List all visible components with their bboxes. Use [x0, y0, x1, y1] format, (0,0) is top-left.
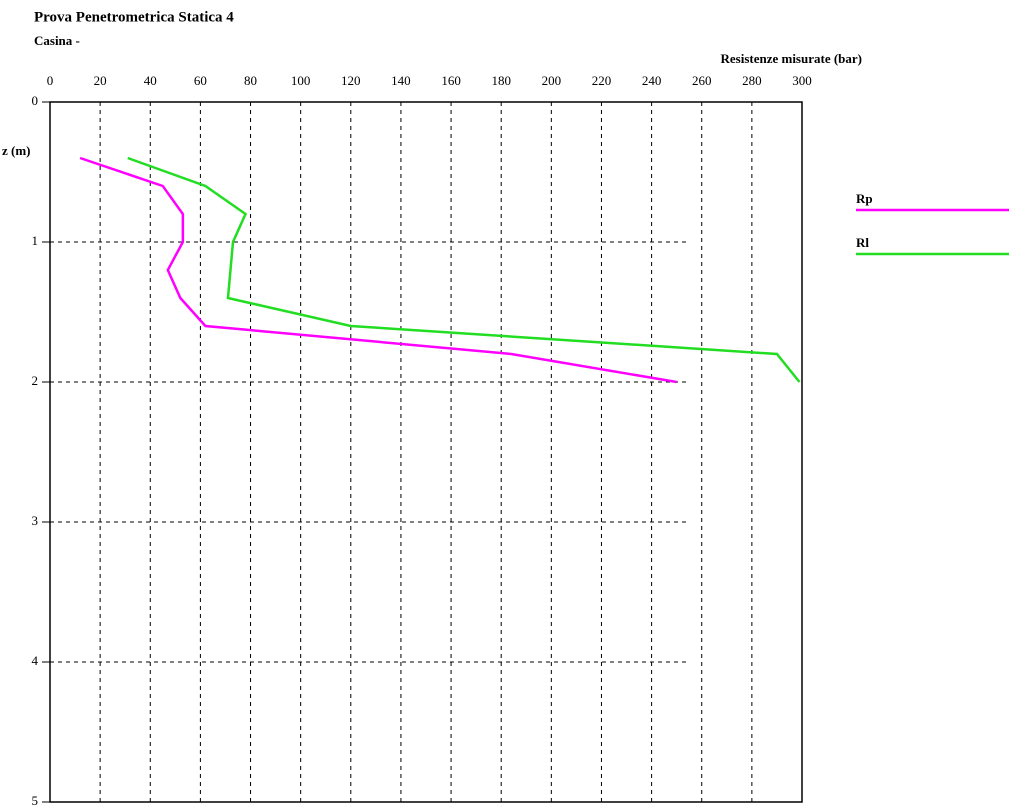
resistance-tick-label: 200	[542, 73, 562, 88]
resistance-tick-label: 240	[642, 73, 662, 88]
resistance-tick-label: 300	[792, 73, 812, 88]
depth-tick-label: 4	[32, 653, 39, 668]
resistance-tick-label: 100	[291, 73, 311, 88]
depth-tick-label: 3	[32, 513, 39, 528]
legend-label: Rl	[856, 235, 869, 250]
resistance-tick-label: 120	[341, 73, 361, 88]
x-axis-label: z (m)	[2, 143, 31, 158]
resistance-tick-label: 40	[144, 73, 157, 88]
legend-label: Rp	[856, 191, 873, 206]
resistance-tick-label: 260	[692, 73, 712, 88]
resistance-tick-label: 180	[491, 73, 511, 88]
resistance-tick-label: 220	[592, 73, 612, 88]
depth-tick-label: 2	[32, 373, 39, 388]
plot-frame	[49, 101, 803, 803]
data-line	[127, 156, 801, 383]
depth-tick-label: 5	[32, 793, 39, 808]
resistance-tick-label: 140	[391, 73, 411, 88]
resistance-tick-label: 80	[244, 73, 257, 88]
resistance-tick-label: 0	[47, 73, 54, 88]
resistance-tick-label: 20	[94, 73, 107, 88]
y-axis-label: Resistenze misurate (bar)	[720, 51, 862, 66]
resistance-tick-label: 60	[194, 73, 207, 88]
data-line	[79, 156, 677, 384]
depth-tick-label: 0	[32, 93, 39, 108]
resistance-tick-label: 280	[742, 73, 762, 88]
depth-tick-label: 1	[32, 233, 39, 248]
chart-subtitle: Casina -	[34, 33, 80, 48]
resistance-tick-label: 160	[441, 73, 461, 88]
chart-title: Prova Penetrometrica Statica 4	[34, 9, 234, 25]
